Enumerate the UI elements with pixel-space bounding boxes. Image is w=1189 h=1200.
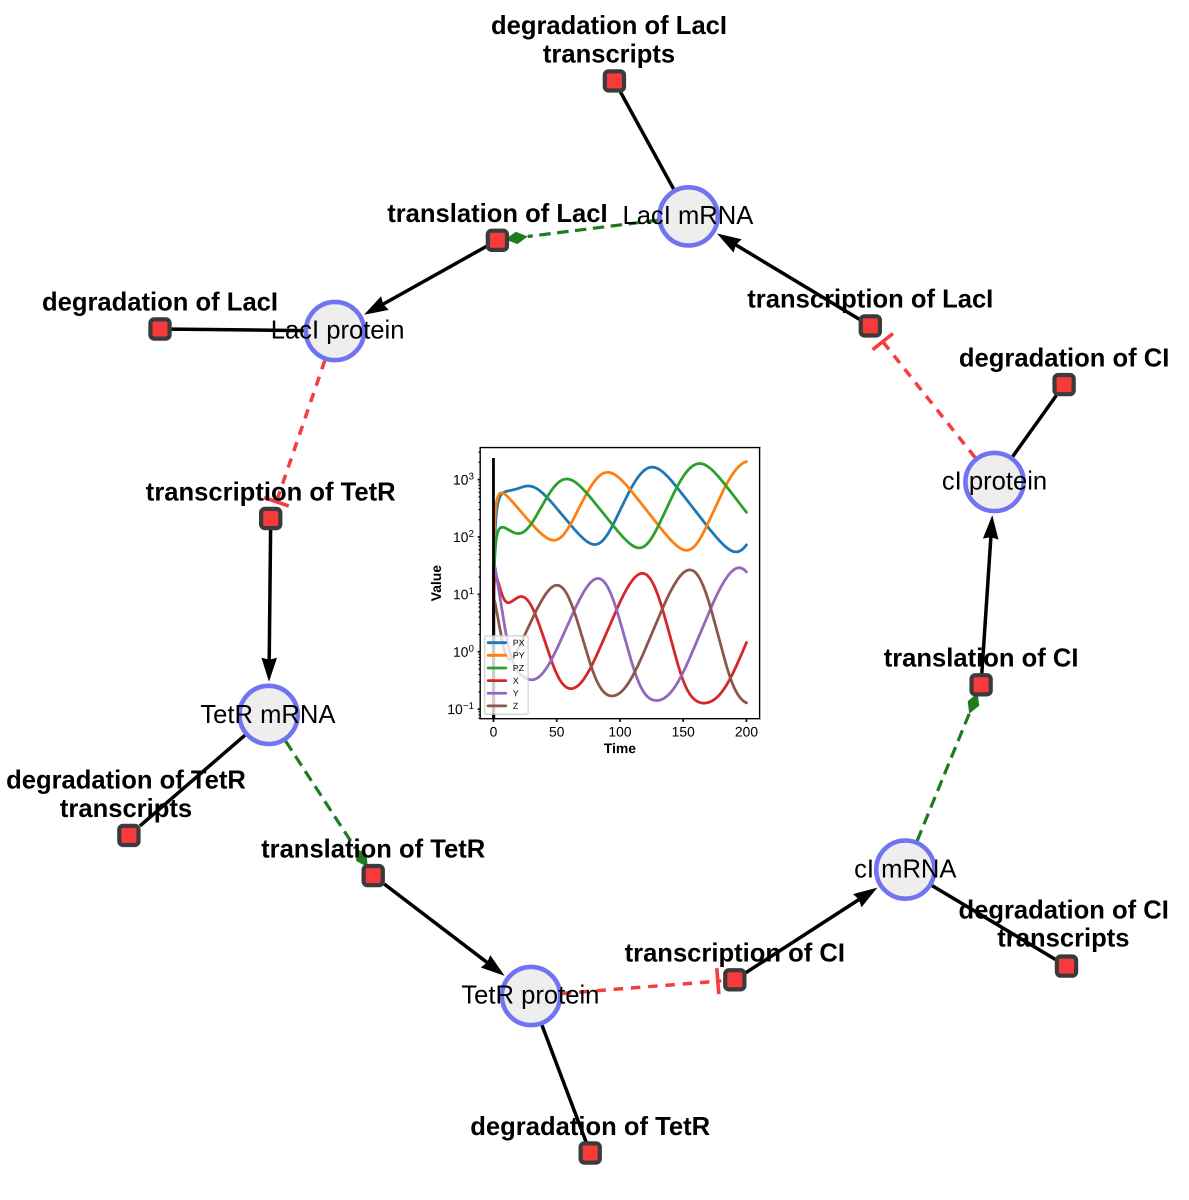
svg-text:transcription of LacI: transcription of LacI <box>747 286 993 314</box>
svg-text:transcripts: transcripts <box>60 795 192 823</box>
svg-text:degradation of TetR: degradation of TetR <box>470 1113 710 1141</box>
svg-text:transcripts: transcripts <box>997 925 1129 953</box>
svg-text:degradation of CI: degradation of CI <box>959 345 1169 373</box>
svg-text:degradation of CI: degradation of CI <box>958 896 1168 924</box>
svg-text:degradation of LacI: degradation of LacI <box>491 12 727 40</box>
svg-text:transcription of CI: transcription of CI <box>625 940 845 968</box>
svg-text:degradation of TetR: degradation of TetR <box>6 767 246 795</box>
svg-text:degradation of LacI: degradation of LacI <box>42 289 278 317</box>
svg-text:translation of LacI: translation of LacI <box>387 200 607 228</box>
svg-text:cI protein: cI protein <box>942 468 1047 496</box>
svg-text:transcripts: transcripts <box>543 40 675 68</box>
svg-text:TetR protein: TetR protein <box>461 982 599 1010</box>
svg-text:cI mRNA: cI mRNA <box>854 856 957 884</box>
svg-text:transcription of TetR: transcription of TetR <box>146 478 396 506</box>
svg-text:LacI protein: LacI protein <box>271 316 405 344</box>
svg-text:TetR mRNA: TetR mRNA <box>200 701 336 729</box>
svg-text:translation of TetR: translation of TetR <box>261 835 485 863</box>
svg-text:LacI mRNA: LacI mRNA <box>622 202 754 230</box>
svg-text:translation of CI: translation of CI <box>884 645 1079 673</box>
